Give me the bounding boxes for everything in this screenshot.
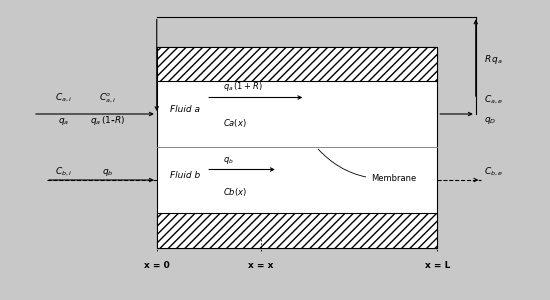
Text: $Ca(x)$: $Ca(x)$: [223, 117, 246, 129]
Bar: [157, 46, 437, 81]
Text: x = x: x = x: [248, 262, 273, 271]
Text: x = L: x = L: [425, 262, 450, 271]
Text: $Cb(x)$: $Cb(x)$: [223, 186, 247, 198]
Text: x = 0: x = 0: [144, 262, 169, 271]
Text: $q_D$: $q_D$: [484, 115, 496, 125]
Text: Fluid a: Fluid a: [170, 106, 201, 115]
Text: $q_a\,(1+R)$: $q_a\,(1+R)$: [223, 80, 262, 93]
Text: $C_{b,i}$: $C_{b,i}$: [54, 166, 72, 178]
Text: $R\,q_a$: $R\,q_a$: [484, 53, 503, 66]
Text: $C_{a,e}$: $C_{a,e}$: [484, 94, 503, 106]
Bar: [157, 46, 437, 247]
Bar: [157, 213, 437, 248]
Text: $C^{o}_{a,i}$: $C^{o}_{a,i}$: [98, 92, 116, 105]
Text: $q_b$: $q_b$: [102, 167, 113, 178]
Text: $C_{b,e}$: $C_{b,e}$: [484, 166, 503, 178]
Text: $q_a\,(1$-$R)$: $q_a\,(1$-$R)$: [90, 114, 125, 127]
Text: Fluid b: Fluid b: [170, 172, 201, 181]
Text: Membrane: Membrane: [318, 149, 416, 183]
Text: $q_b$: $q_b$: [223, 155, 234, 166]
Text: $C_{a,i}$: $C_{a,i}$: [54, 92, 72, 104]
Text: $q_a$: $q_a$: [58, 116, 69, 127]
